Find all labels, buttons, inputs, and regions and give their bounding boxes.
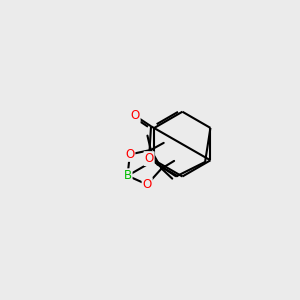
Text: O: O — [130, 109, 140, 122]
Text: O: O — [145, 152, 154, 165]
Text: O: O — [125, 148, 134, 161]
Text: O: O — [142, 178, 152, 191]
Text: B: B — [124, 169, 132, 182]
